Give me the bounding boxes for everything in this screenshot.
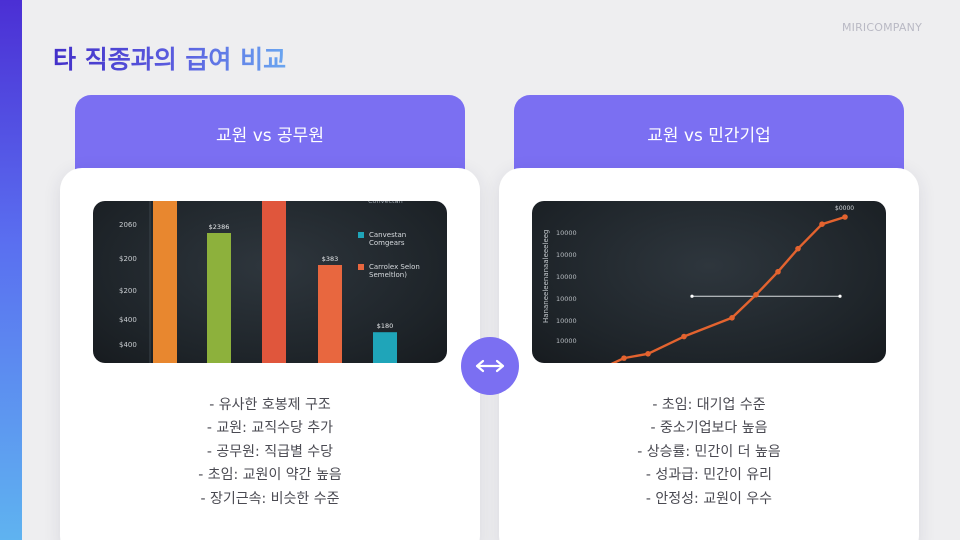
bar-value-label: $2386 bbox=[209, 223, 230, 231]
legend-swatch bbox=[358, 264, 364, 270]
right-card-title: 교원 vs 민간기업 bbox=[647, 126, 771, 146]
data-point bbox=[819, 221, 825, 227]
brand-name: MIRICOMPANY bbox=[841, 21, 922, 34]
bar-value-label: $180 bbox=[377, 322, 394, 330]
line-chart: Hananeeleenanaaleeeleeg 10000 10000 10000 10… bbox=[542, 205, 854, 363]
legend-label: Carrolex Selon bbox=[369, 263, 420, 271]
y-tick-label: 2060 bbox=[119, 221, 137, 229]
legend-label: Canvestan bbox=[369, 231, 406, 239]
y-tick-label: $400 bbox=[119, 341, 137, 349]
legend-label: Semeltlon) bbox=[369, 271, 407, 279]
list-item: - 초임: 교원이 약간 높음 bbox=[198, 467, 342, 484]
bar-chart: 2060 $200 $200 $400 $400 $2386 $383 $180 Convect… bbox=[119, 201, 420, 363]
data-point bbox=[775, 268, 781, 275]
y-tick-label: $400 bbox=[119, 316, 137, 324]
y-tick-label: $200 bbox=[119, 255, 137, 263]
left-bullet-list: - 유사한 호봉제 구조 - 교원: 교직수당 추가 - 공무원: 직급별 수당… bbox=[60, 394, 480, 511]
bar bbox=[153, 201, 177, 363]
bar bbox=[373, 332, 397, 363]
y-axis-label: Hananeeleenanaaleeeleeg bbox=[542, 230, 550, 324]
y-tick-label: 10000 bbox=[556, 295, 577, 303]
data-point bbox=[842, 214, 848, 220]
top-value-label: $0000 bbox=[835, 205, 854, 212]
left-right-arrow-icon bbox=[475, 359, 505, 373]
list-item: - 중소기업보다 높음 bbox=[650, 420, 768, 437]
data-point bbox=[681, 333, 687, 340]
left-card-title: 교원 vs 공무원 bbox=[216, 126, 324, 146]
page-title: 타 직종과의 급여 비교 bbox=[53, 40, 286, 76]
compare-button[interactable] bbox=[461, 337, 519, 395]
right-bullet-list: - 초임: 대기업 수준 - 중소기업보다 높음 - 상승률: 민간이 더 높음… bbox=[499, 394, 919, 511]
line-chart-image: Hananeeleenanaaleeeleeg 10000 10000 10000 10… bbox=[532, 201, 886, 363]
reference-line-marker bbox=[838, 294, 842, 298]
bar bbox=[207, 233, 231, 363]
data-point bbox=[753, 291, 759, 298]
list-item: - 유사한 호봉제 구조 bbox=[209, 397, 331, 413]
legend-label: Comgears bbox=[369, 239, 405, 247]
reference-line-marker bbox=[690, 294, 694, 298]
legend-top-label: Convectan bbox=[368, 201, 403, 205]
list-item: - 성과급: 민간이 유리 bbox=[645, 467, 773, 484]
list-item: - 안정성: 교원이 우수 bbox=[645, 490, 773, 507]
list-item: - 장기근속: 비슷한 수준 bbox=[200, 490, 340, 507]
y-tick-label: 10000 bbox=[556, 273, 577, 281]
y-tick-label: 10000 bbox=[556, 251, 577, 259]
list-item: - 교원: 교직수당 추가 bbox=[206, 420, 334, 437]
list-item: - 상승률: 민간이 더 높음 bbox=[637, 443, 781, 460]
series-line bbox=[610, 215, 846, 363]
list-item: - 초임: 대기업 수준 bbox=[652, 397, 766, 413]
y-tick-label: 10000 bbox=[556, 317, 577, 325]
data-point bbox=[795, 245, 801, 252]
bar-value-label: $383 bbox=[322, 255, 339, 263]
y-tick-label: $200 bbox=[119, 287, 137, 295]
y-tick-label: 10000 bbox=[556, 229, 577, 237]
bar-chart-image: 2060 $200 $200 $400 $400 $2386 $383 $180 Convect… bbox=[93, 201, 447, 363]
bar bbox=[262, 201, 286, 363]
right-card: Hananeeleenanaaleeeleeg 10000 10000 10000 10… bbox=[499, 168, 919, 540]
list-item: - 공무원: 직급별 수당 bbox=[206, 443, 334, 460]
data-point bbox=[729, 315, 735, 321]
y-tick-label: 10000 bbox=[556, 337, 577, 345]
legend-swatch bbox=[358, 232, 364, 238]
bar bbox=[318, 265, 342, 363]
data-point bbox=[645, 351, 651, 357]
left-accent-bar bbox=[0, 0, 22, 540]
data-point bbox=[621, 355, 627, 361]
left-card: 2060 $200 $200 $400 $400 $2386 $383 $180 Convect… bbox=[60, 168, 480, 540]
